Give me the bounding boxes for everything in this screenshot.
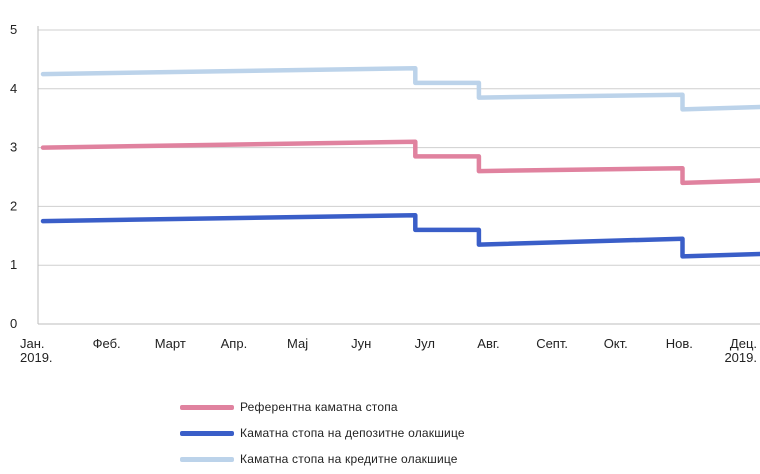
- y-tick-label: 1: [10, 257, 17, 272]
- x-tick-label: Феб.: [93, 336, 121, 351]
- x-tick-label: Апр.: [221, 336, 248, 351]
- reference-rate-line: [40, 139, 760, 186]
- x-tick-label: Окт.: [604, 336, 628, 351]
- x-tick-label: Дец. 2019.: [724, 336, 757, 365]
- legend-swatch-reference-rate: [180, 404, 234, 410]
- x-tick-label: Јун: [351, 336, 371, 351]
- legend-item-lending-rate: Каматна стопа на кредитне олакшице: [180, 446, 640, 472]
- legend-swatch-lending-rate: [180, 456, 234, 462]
- tick-labels: 0 1 2 3 4 5 Јан. 2019. Феб. Март Апр. Мај Јун Јул Авг.…: [10, 22, 757, 365]
- y-tick-label: 3: [10, 140, 17, 155]
- y-tick-label: 4: [10, 81, 17, 96]
- y-tick-label: 5: [10, 22, 17, 37]
- x-tick-label: Март: [155, 336, 186, 351]
- legend-label: Референтна каматна стопа: [240, 400, 398, 414]
- chart-legend: Референтна каматна стопа Каматна стопа н…: [180, 394, 640, 472]
- x-tick-label: Авг.: [477, 336, 499, 351]
- y-tick-label: 2: [10, 198, 17, 213]
- x-tick-label: Јул: [415, 336, 435, 351]
- legend-item-deposit-rate: Каматна стопа на депозитне олакшице: [180, 420, 640, 446]
- x-tick-label: Јан. 2019.: [20, 336, 53, 365]
- deposit-rate-line: [40, 212, 760, 259]
- lending-rate-line: [40, 65, 760, 112]
- legend-label: Каматна стопа на депозитне олакшице: [240, 426, 465, 440]
- legend-swatch-deposit-rate: [180, 430, 234, 436]
- x-tick-label: Нов.: [666, 336, 693, 351]
- x-tick-label: Септ.: [536, 336, 568, 351]
- legend-item-reference-rate: Референтна каматна стопа: [180, 394, 640, 420]
- y-tick-label: 0: [10, 316, 17, 331]
- legend-label: Каматна стопа на кредитне олакшице: [240, 452, 458, 466]
- series-lines: [40, 65, 760, 259]
- x-tick-label: Мај: [287, 336, 308, 351]
- axes: [37, 26, 760, 325]
